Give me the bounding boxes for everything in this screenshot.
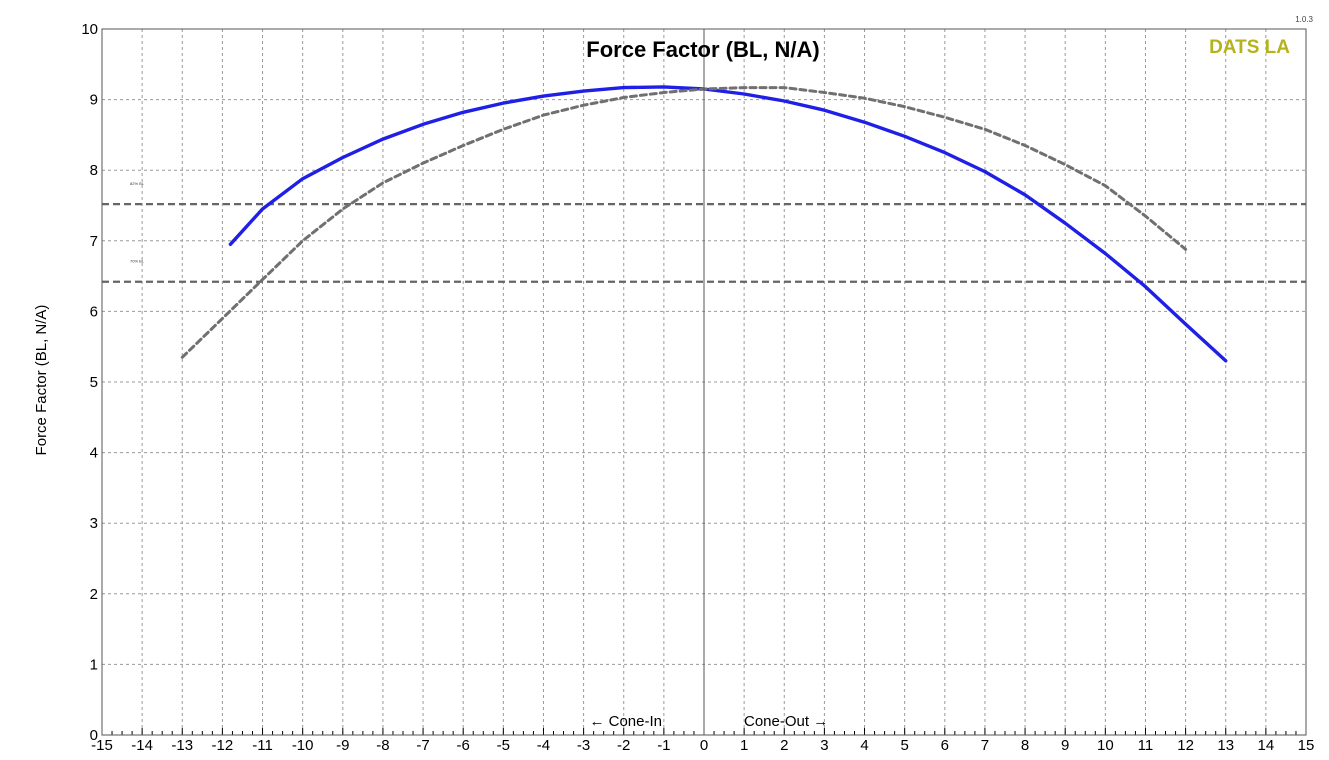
x-tick-label: -6 — [457, 737, 470, 754]
dashed-series-line — [180, 86, 1188, 359]
x-tick-label: 9 — [1061, 737, 1069, 754]
x-tick-label: 14 — [1258, 737, 1275, 754]
reference-line-label: 82% BL — [130, 181, 145, 186]
x-tick-label: -15 — [91, 737, 113, 754]
y-tick-label: 8 — [90, 162, 98, 179]
x-tick-label: 15 — [1298, 737, 1315, 754]
x-tick-label: 3 — [820, 737, 828, 754]
y-tick-label: 0 — [90, 727, 98, 744]
solid-series-line — [228, 85, 1228, 363]
x-tick-label: -7 — [416, 737, 429, 754]
y-tick-label: 5 — [90, 374, 98, 391]
y-tick-label: 6 — [90, 303, 98, 320]
plot-frame — [101, 28, 1307, 736]
series-layer — [180, 85, 1228, 363]
x-tick-label: 5 — [900, 737, 908, 754]
x-tick-label: 4 — [860, 737, 868, 754]
x-tick-label: -8 — [376, 737, 389, 754]
x-tick-label: -12 — [212, 737, 234, 754]
x-tick-label: 8 — [1021, 737, 1029, 754]
x-tick-label: 12 — [1177, 737, 1194, 754]
x-tick-label: 6 — [941, 737, 949, 754]
x-tick-label: -14 — [131, 737, 153, 754]
x-tick-label: 0 — [700, 737, 708, 754]
y-tick-label: 4 — [90, 445, 98, 462]
chart-title: Force Factor (BL, N/A) — [586, 37, 819, 62]
y-tick-label: 2 — [90, 586, 98, 603]
x-tick-label: -10 — [292, 737, 314, 754]
x-tick-label: 2 — [780, 737, 788, 754]
y-tick-label: 1 — [90, 656, 98, 673]
cone-out-label: Cone-Out → — [744, 713, 828, 730]
x-tick-label: -4 — [537, 737, 550, 754]
x-tick-label: 1 — [740, 737, 748, 754]
x-tick-label: 11 — [1138, 737, 1154, 754]
version-label: 1.0.3 — [1295, 15, 1313, 24]
y-tick-label: 9 — [90, 92, 98, 109]
reference-lines: 82% BL 70% BL — [102, 181, 1306, 283]
reference-line-label: 70% BL — [130, 259, 145, 264]
y-axis-label: Force Factor (BL, N/A) — [33, 305, 50, 456]
axes: -15 -14 -13 -12 -11 -10 -9 -8 -7 -6 -5 -4 -3 -2 -1 0 1 2 3… — [81, 21, 1314, 754]
y-tick-label: 3 — [90, 515, 98, 532]
x-tick-label: 7 — [981, 737, 989, 754]
x-tick-label: -13 — [171, 737, 193, 754]
x-tick-label: -11 — [252, 737, 273, 754]
x-tick-label: -5 — [497, 737, 510, 754]
x-tick-label: -1 — [657, 737, 670, 754]
y-tick-label: 7 — [90, 233, 98, 250]
x-tick-label: -9 — [336, 737, 349, 754]
y-tick-label: 10 — [81, 21, 98, 38]
x-tick-label: -3 — [577, 737, 590, 754]
x-tick-label: 13 — [1217, 737, 1234, 754]
x-tick-label: 10 — [1097, 737, 1114, 754]
brand-label: DATS LA — [1209, 37, 1290, 58]
x-tick-label: -2 — [617, 737, 630, 754]
cone-in-label: ← Cone-In — [589, 713, 662, 730]
